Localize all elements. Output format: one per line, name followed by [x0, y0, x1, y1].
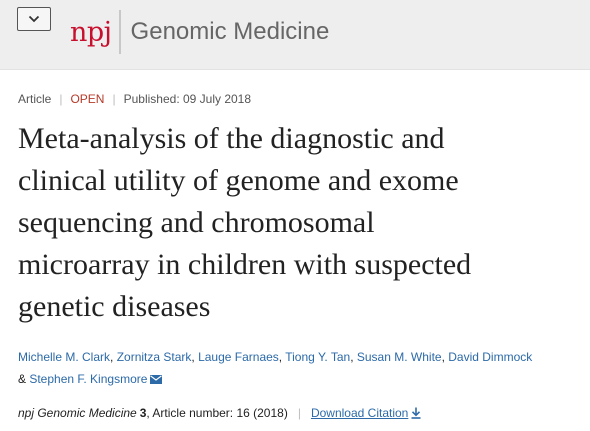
citation-line: npj Genomic Medicine 3 , Article number:… [18, 406, 421, 420]
menu-toggle-button[interactable] [17, 7, 51, 31]
download-citation-label: Download Citation [310, 406, 409, 420]
author-link[interactable]: Stephen F. Kingsmore [29, 372, 148, 386]
chevron-down-icon [28, 15, 40, 23]
article-meta: Article | OPEN | Published: 09 July 2018 [18, 92, 251, 106]
journal-logo[interactable]: npj Genomic Medicine [70, 10, 329, 54]
logo-divider [118, 10, 121, 54]
article-title: Meta-analysis of the diagnostic and clin… [18, 118, 578, 328]
logo-npj: npj [70, 16, 112, 48]
logo-journal-name: Genomic Medicine [130, 18, 330, 45]
citation-article-number: , Article number: 16 (2018) [146, 406, 288, 420]
author-link[interactable]: Tiong Y. Tan [285, 350, 351, 364]
author-separator: , [441, 350, 449, 364]
author-joiner: & [18, 372, 30, 386]
citation-journal: npj Genomic Medicine [18, 406, 137, 420]
author-link[interactable]: Michelle M. Clark [18, 350, 111, 364]
open-access-badge: OPEN [70, 92, 105, 106]
published-date: Published: 09 July 2018 [123, 92, 252, 106]
author-link[interactable]: Lauge Farnaes [198, 350, 279, 364]
author-link[interactable]: David Dimmock [448, 350, 533, 364]
author-separator: , [350, 350, 357, 364]
title-line: sequencing and chromosomal [18, 206, 375, 239]
author-separator: , [191, 350, 199, 364]
download-citation-link[interactable]: Download Citation [311, 406, 421, 420]
title-line: microarray in children with suspected [18, 248, 472, 281]
author-link[interactable]: Zornitza Stark [116, 350, 192, 364]
article-type: Article [18, 92, 52, 106]
mail-icon[interactable] [150, 375, 163, 384]
author-list: Michelle M. Clark, Zornitza Stark, Lauge… [18, 346, 583, 390]
title-line: clinical utility of genome and exome [18, 164, 459, 197]
meta-divider: | [112, 92, 116, 106]
title-line: genetic diseases [18, 290, 211, 323]
meta-divider: | [59, 92, 63, 106]
download-icon [411, 407, 421, 419]
title-line: Meta-analysis of the diagnostic and [18, 122, 445, 155]
author-link[interactable]: Susan M. White [356, 350, 442, 364]
site-header: npj Genomic Medicine [0, 0, 590, 70]
author-separator: , [110, 350, 117, 364]
citation-divider: | [297, 406, 301, 420]
citation-volume: 3 [139, 406, 147, 420]
author-separator: , [278, 350, 286, 364]
